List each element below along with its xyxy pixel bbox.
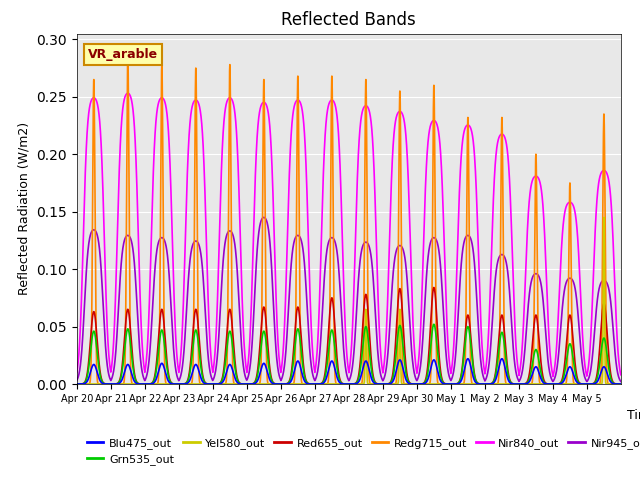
- Blu475_out: [525, 379, 532, 385]
- Red655_out: [369, 371, 377, 377]
- Nir840_out: [617, 372, 625, 378]
- Title: Reflected Bands: Reflected Bands: [282, 11, 416, 29]
- Nir945_out: [186, 262, 193, 267]
- Nir840_out: [73, 370, 81, 375]
- Yel580_out: [73, 381, 81, 387]
- Red655_out: [447, 381, 455, 387]
- Blu475_out: [617, 381, 625, 387]
- Redg715_out: [498, 116, 506, 121]
- Yel580_out: [369, 381, 377, 387]
- Nir840_out: [398, 110, 406, 116]
- Nir945_out: [369, 272, 377, 278]
- Blu475_out: [464, 356, 472, 361]
- Red655_out: [539, 373, 547, 379]
- Redg715_out: [369, 381, 377, 387]
- Yel580_out: [186, 381, 193, 387]
- Grn535_out: [525, 378, 532, 384]
- Yel580_out: [398, 381, 406, 387]
- Line: Red655_out: Red655_out: [77, 288, 621, 384]
- Grn535_out: [369, 375, 377, 381]
- Yel580_out: [525, 381, 532, 387]
- Nir840_out: [539, 201, 547, 206]
- Nir945_out: [539, 294, 547, 300]
- Blu475_out: [539, 379, 547, 385]
- Grn535_out: [73, 381, 81, 387]
- Nir840_out: [124, 90, 132, 96]
- Nir840_out: [525, 205, 532, 211]
- Line: Redg715_out: Redg715_out: [77, 57, 621, 384]
- Grn535_out: [498, 329, 506, 335]
- Line: Nir945_out: Nir945_out: [77, 217, 621, 382]
- Blu475_out: [186, 378, 193, 384]
- Grn535_out: [539, 377, 547, 383]
- Redg715_out: [398, 332, 406, 337]
- Red655_out: [73, 381, 81, 387]
- Nir945_out: [583, 379, 591, 384]
- Grn535_out: [515, 381, 523, 387]
- Nir840_out: [549, 374, 557, 380]
- Nir945_out: [617, 379, 625, 384]
- Nir840_out: [369, 144, 377, 149]
- Blu475_out: [498, 356, 506, 361]
- Redg715_out: [73, 381, 81, 387]
- Nir840_out: [498, 131, 506, 137]
- Redg715_out: [617, 381, 625, 387]
- Line: Grn535_out: Grn535_out: [77, 324, 621, 384]
- Red655_out: [617, 381, 625, 387]
- Nir945_out: [398, 244, 406, 250]
- Grn535_out: [617, 381, 625, 387]
- Yel580_out: [498, 381, 506, 387]
- Red655_out: [398, 303, 406, 309]
- Red655_out: [430, 285, 438, 290]
- Yel580_out: [617, 381, 625, 387]
- Blu475_out: [398, 361, 406, 367]
- Nir945_out: [498, 252, 506, 257]
- Red655_out: [186, 368, 193, 374]
- X-axis label: Time: Time: [627, 408, 640, 421]
- Nir945_out: [525, 298, 532, 303]
- Red655_out: [499, 312, 506, 318]
- Line: Nir840_out: Nir840_out: [77, 93, 621, 377]
- Redg715_out: [525, 381, 532, 387]
- Nir945_out: [260, 215, 268, 220]
- Grn535_out: [430, 322, 438, 327]
- Text: VR_arable: VR_arable: [88, 48, 158, 61]
- Nir945_out: [73, 377, 81, 383]
- Legend: Blu475_out, Grn535_out, Yel580_out, Red655_out, Redg715_out, Nir840_out, Nir945_: Blu475_out, Grn535_out, Yel580_out, Red6…: [83, 433, 640, 469]
- Blu475_out: [369, 379, 377, 384]
- Yel580_out: [539, 381, 547, 387]
- Yel580_out: [600, 215, 608, 220]
- Blu475_out: [73, 381, 81, 387]
- Redg715_out: [186, 381, 193, 387]
- Line: Yel580_out: Yel580_out: [77, 217, 621, 384]
- Red655_out: [525, 374, 532, 380]
- Line: Blu475_out: Blu475_out: [77, 359, 621, 384]
- Redg715_out: [539, 381, 547, 387]
- Grn535_out: [186, 372, 193, 378]
- Redg715_out: [124, 54, 132, 60]
- Nir840_out: [186, 124, 193, 130]
- Grn535_out: [398, 333, 406, 339]
- Y-axis label: Reflected Radiation (W/m2): Reflected Radiation (W/m2): [18, 122, 31, 295]
- Blu475_out: [515, 381, 523, 387]
- Redg715_out: [549, 381, 557, 387]
